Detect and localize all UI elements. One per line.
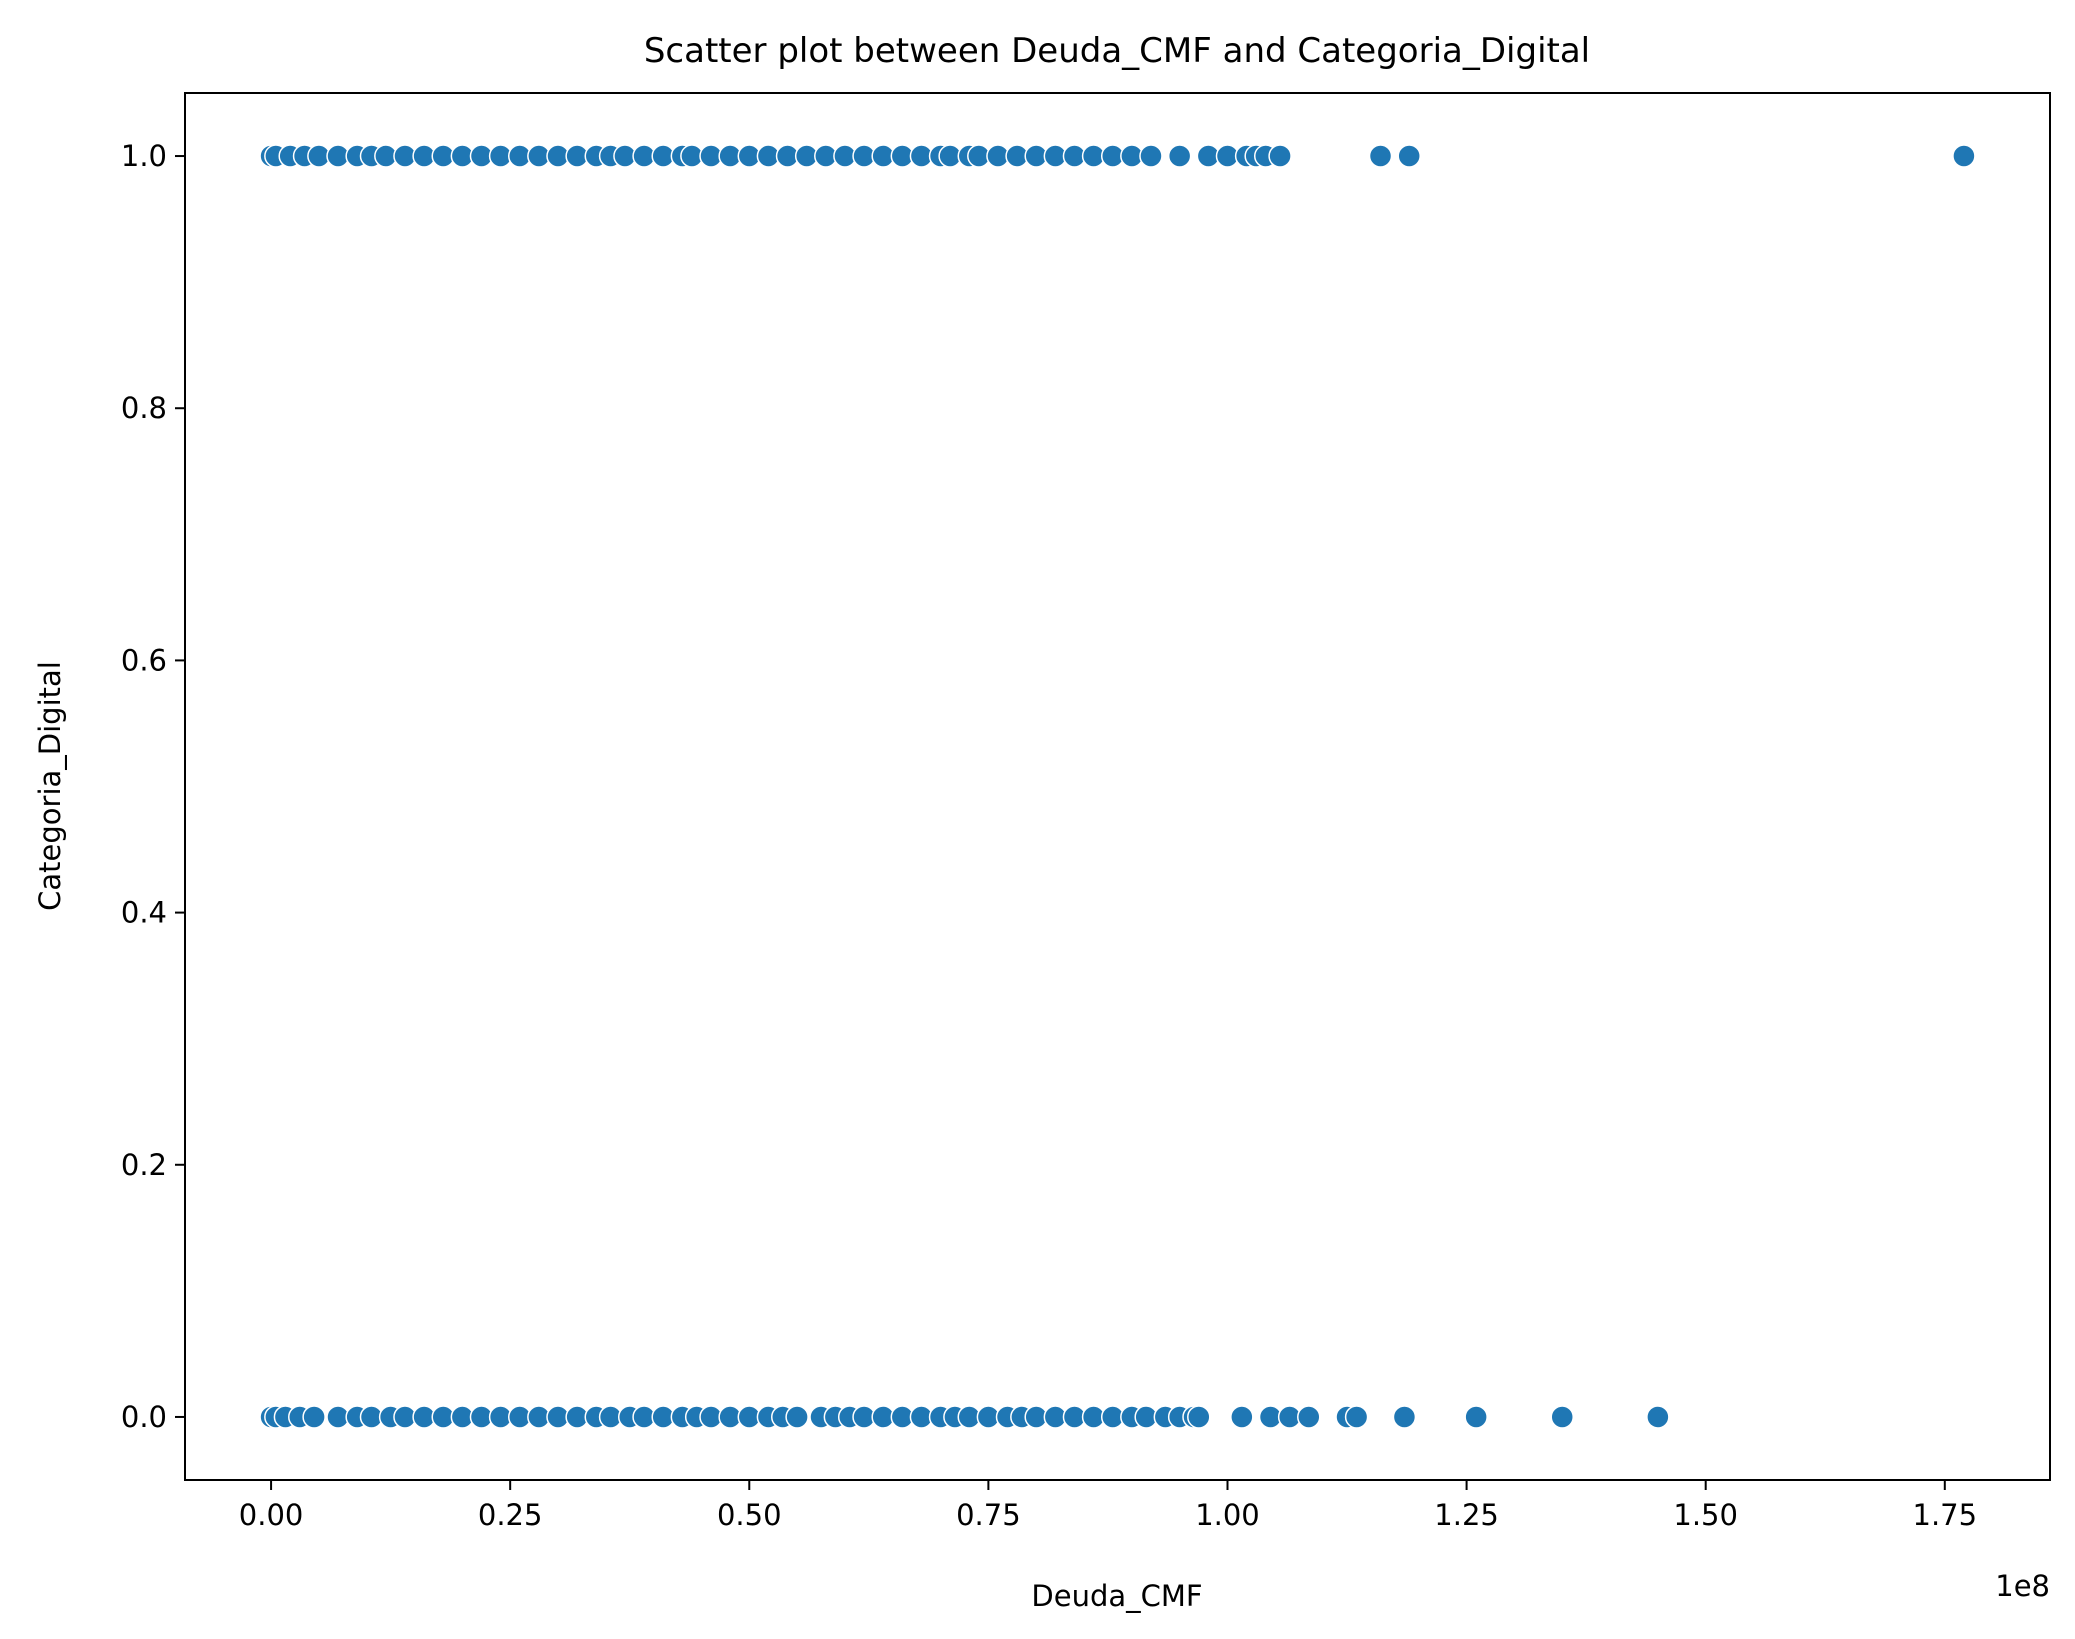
y-axis-label: Categoria_Digital [33,661,67,911]
scatter-point [1464,1405,1488,1429]
x-tick-label: 0.75 [956,1498,1021,1532]
x-tick-label: 1.00 [1195,1498,1260,1532]
scatter-point [1139,144,1163,168]
y-tick-label: 0.8 [121,391,167,425]
x-tick-label: 0.50 [717,1498,782,1532]
y-tick-label: 0.2 [121,1148,167,1182]
scatter-points [259,144,1976,1429]
scatter-point [785,1405,809,1429]
scatter-point [1167,144,1192,168]
scatter-point [302,1405,326,1429]
y-tick-label: 0.4 [121,896,167,930]
plot-area [185,93,2050,1480]
scatter-point [1297,1405,1321,1429]
y-axis: 0.0 0.2 0.4 0.6 0.8 1.0 [121,139,185,1434]
scatter-point [1646,1405,1670,1429]
x-axis-offset-label: 1e8 [1995,1569,2050,1603]
x-tick-label: 0.25 [478,1498,543,1532]
y-tick-label: 1.0 [121,139,167,173]
chart-title: Scatter plot between Deuda_CMF and Categ… [644,31,1590,71]
x-tick-label: 1.25 [1434,1498,1499,1532]
scatter-point [1952,144,1976,168]
scatter-point [1368,144,1393,168]
scatter-point [1344,1405,1369,1429]
scatter-point [1187,1405,1211,1429]
y-tick-label: 0.0 [121,1400,167,1434]
scatter-point [1550,1405,1574,1429]
scatter-point [1392,1405,1417,1429]
scatter-point [1230,1405,1254,1429]
scatter-point [1397,144,1421,168]
scatter-point [1268,144,1292,168]
x-tick-label: 0.00 [239,1498,304,1532]
x-axis-label: Deuda_CMF [1031,1579,1202,1613]
x-tick-label: 1.50 [1673,1498,1738,1532]
plot-frame [184,92,2051,1481]
y-tick-label: 0.6 [121,643,167,677]
x-tick-label: 1.75 [1913,1498,1978,1532]
x-axis: 0.00 0.25 0.50 0.75 1.00 1.25 1.50 1.75 [239,1480,1977,1532]
